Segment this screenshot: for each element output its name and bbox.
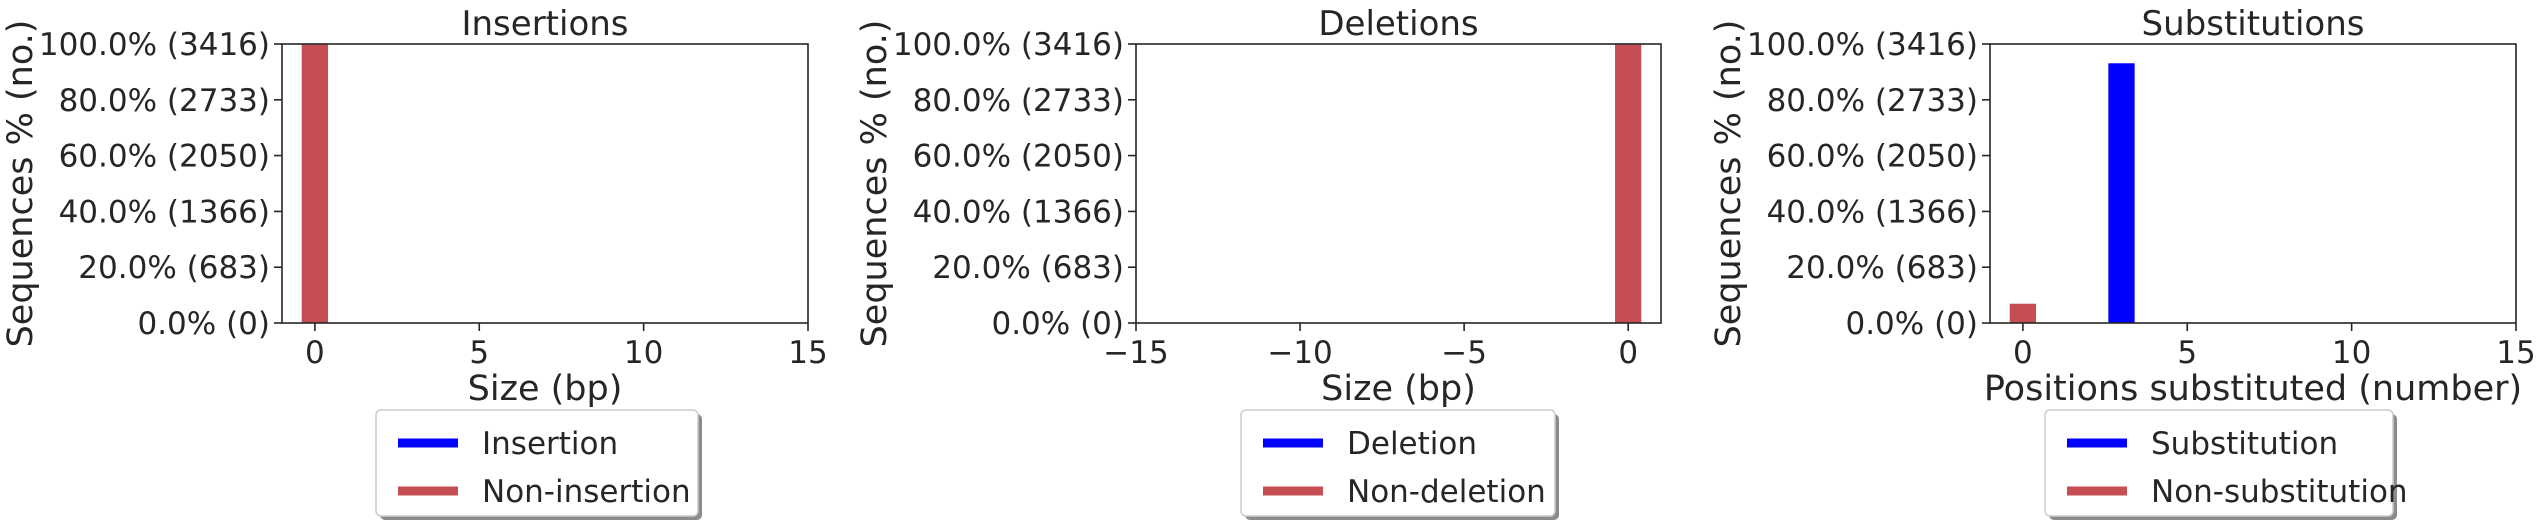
chart-title: Insertions (461, 4, 628, 44)
legend-label: Deletion (1347, 426, 1477, 462)
chart-panel-2: Deletions 0.0% (0) 20.0% (683) 40.0% (1366)… (855, 4, 1662, 520)
y-tick-label: 20.0% (683) (932, 250, 1124, 286)
legend-label: Non-substitution (2151, 474, 2408, 510)
plot-frame (1989, 43, 2517, 324)
y-axis-label: Sequences % (no.) (1, 20, 41, 348)
x-tick-label: 15 (2496, 335, 2535, 371)
legend: Insertion Non-insertion (375, 409, 702, 520)
x-tick-label: 5 (2177, 335, 2197, 371)
x-tick-label: 10 (2332, 335, 2371, 371)
chart-panel-1: Insertions 0.0% (0) 20.0% (683) 40.0% (1366… (1, 4, 828, 520)
y-tick-label: 20.0% (683) (1786, 250, 1978, 286)
x-axis-label: Size (bp) (1321, 369, 1476, 409)
plot-frame (1135, 43, 1662, 324)
y-tick-label: 60.0% (2050) (913, 139, 1124, 175)
x-tick-label: 0 (305, 335, 325, 371)
bar-edited-3 (2108, 63, 2135, 323)
x-tick-label: −5 (1441, 335, 1487, 371)
y-tick-label: 60.0% (2050) (59, 139, 270, 175)
x-tick-label: 15 (788, 335, 827, 371)
y-tick-label: 60.0% (2050) (1767, 139, 1978, 175)
legend: Deletion Non-deletion (1240, 409, 1559, 520)
chart-title: Substitutions (2142, 4, 2365, 44)
y-axis-label: Sequences % (no.) (855, 20, 895, 348)
bar-unedited-0 (2009, 303, 2037, 323)
x-tick-label: 0 (1618, 335, 1638, 371)
y-tick-label: 80.0% (2733) (1767, 83, 1978, 119)
y-tick-label: 40.0% (1366) (59, 194, 270, 230)
bar-unedited-0 (1615, 44, 1642, 323)
x-tick-label: −10 (1267, 335, 1332, 371)
y-tick-label: 20.0% (683) (78, 250, 270, 286)
y-tick-label: 0.0% (0) (137, 306, 270, 342)
chart-panel-3: Substitutions 0.0% (0) 20.0% (683) 40.0% (1… (1709, 4, 2536, 520)
legend-label: Insertion (482, 426, 618, 462)
legend-label: Non-deletion (1347, 474, 1546, 510)
y-tick-label: 100.0% (3416) (39, 27, 270, 63)
y-tick-label: 40.0% (1366) (1767, 194, 1978, 230)
chart-title: Deletions (1318, 4, 1478, 44)
x-axis-label: Size (bp) (468, 369, 623, 409)
x-tick-label: 0 (2013, 335, 2033, 371)
y-tick-label: 100.0% (3416) (893, 27, 1124, 63)
plot-frame (281, 43, 809, 324)
y-tick-label: 0.0% (0) (1845, 306, 1978, 342)
legend: Substitution Non-substitution (2044, 409, 2408, 520)
x-tick-label: 5 (469, 335, 489, 371)
bar-unedited-0 (301, 44, 329, 323)
legend-label: Substitution (2151, 426, 2338, 462)
y-tick-label: 80.0% (2733) (59, 83, 270, 119)
x-tick-label: 10 (624, 335, 663, 371)
y-tick-label: 40.0% (1366) (913, 194, 1124, 230)
x-axis-label: Positions substituted (number) (1984, 369, 2522, 409)
y-axis-label: Sequences % (no.) (1709, 20, 1749, 348)
legend-label: Non-insertion (482, 474, 691, 510)
y-tick-label: 0.0% (0) (991, 306, 1124, 342)
y-tick-label: 100.0% (3416) (1747, 27, 1978, 63)
y-tick-label: 80.0% (2733) (913, 83, 1124, 119)
legend-box (2044, 409, 2394, 517)
x-tick-label: −15 (1103, 335, 1168, 371)
